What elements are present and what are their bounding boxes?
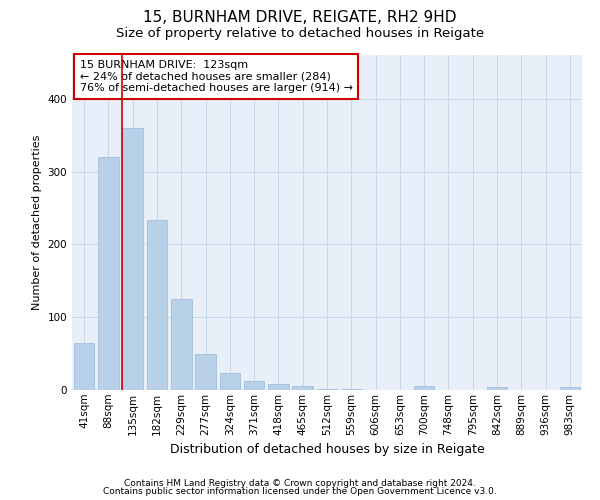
- Bar: [244, 380, 265, 390]
- Bar: [292, 386, 313, 390]
- Bar: [74, 342, 94, 390]
- Y-axis label: Number of detached properties: Number of detached properties: [32, 135, 42, 310]
- Bar: [220, 373, 240, 390]
- Bar: [171, 299, 191, 390]
- Bar: [122, 128, 143, 390]
- X-axis label: Distribution of detached houses by size in Reigate: Distribution of detached houses by size …: [170, 443, 484, 456]
- Text: Contains public sector information licensed under the Open Government Licence v3: Contains public sector information licen…: [103, 487, 497, 496]
- Bar: [98, 157, 119, 390]
- Bar: [560, 387, 580, 390]
- Bar: [146, 220, 167, 390]
- Bar: [195, 354, 216, 390]
- Text: Size of property relative to detached houses in Reigate: Size of property relative to detached ho…: [116, 28, 484, 40]
- Text: 15 BURNHAM DRIVE:  123sqm
← 24% of detached houses are smaller (284)
76% of semi: 15 BURNHAM DRIVE: 123sqm ← 24% of detach…: [80, 60, 353, 93]
- Text: 15, BURNHAM DRIVE, REIGATE, RH2 9HD: 15, BURNHAM DRIVE, REIGATE, RH2 9HD: [143, 10, 457, 25]
- Bar: [268, 384, 289, 390]
- Bar: [487, 387, 508, 390]
- Text: Contains HM Land Registry data © Crown copyright and database right 2024.: Contains HM Land Registry data © Crown c…: [124, 478, 476, 488]
- Bar: [317, 388, 337, 390]
- Bar: [414, 386, 434, 390]
